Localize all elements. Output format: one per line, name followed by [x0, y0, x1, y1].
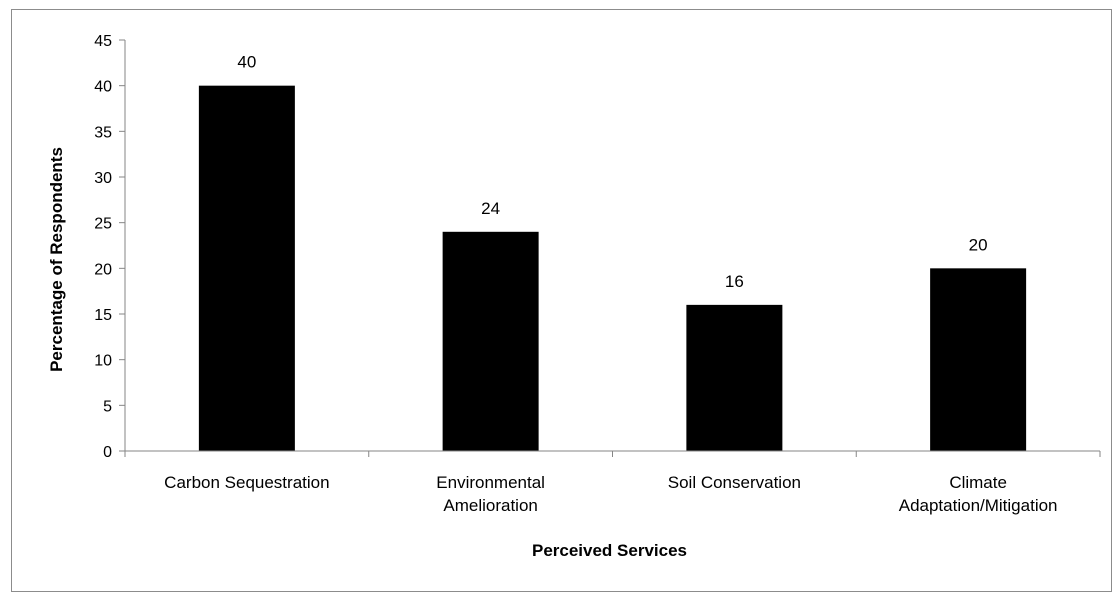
y-tick-label: 25 — [94, 216, 112, 233]
x-axis-title: Perceived Services — [532, 541, 687, 560]
data-label: 16 — [725, 272, 744, 291]
x-tick-label-line: Carbon Sequestration — [164, 473, 329, 492]
x-tick-label: Climate Adaptation/Mitigation — [899, 473, 1058, 515]
x-tick-label: Soil Conservation — [668, 473, 801, 492]
bar — [198, 85, 295, 452]
y-tick-label: 40 — [94, 79, 112, 96]
x-axis-tick-labels: Carbon Sequestration Environmental Amelior… — [124, 451, 1101, 515]
data-label: 24 — [481, 199, 500, 218]
y-tick-label: 45 — [94, 33, 112, 50]
y-tick-label: 0 — [103, 444, 112, 461]
x-tick-label: Environmental Amelioration — [436, 473, 545, 515]
x-tick-label: Carbon Sequestration — [164, 473, 329, 492]
y-tick-label: 30 — [94, 170, 112, 187]
y-tick-label: 15 — [94, 307, 112, 324]
chart-frame — [11, 9, 1112, 592]
bar — [930, 268, 1027, 451]
data-label: 20 — [969, 235, 988, 254]
x-tick-label-line: Climate — [949, 473, 1007, 492]
bar — [686, 304, 783, 451]
x-tick-label-line: Soil Conservation — [668, 473, 801, 492]
y-tick-label: 20 — [94, 261, 112, 278]
x-tick-label-line: Adaptation/Mitigation — [899, 496, 1058, 515]
bars — [198, 85, 1027, 452]
y-tick-label: 5 — [103, 398, 112, 415]
y-axis-ticks: 0 5 10 15 20 25 30 35 40 45 — [94, 33, 125, 461]
bar — [442, 231, 539, 451]
x-tick-label-line: Amelioration — [443, 496, 538, 515]
y-tick-label: 10 — [94, 353, 112, 370]
y-tick-label: 35 — [94, 124, 112, 141]
y-axis-title: Percentage of Respondents — [47, 147, 66, 372]
x-tick-label-line: Environmental — [436, 473, 545, 492]
data-labels: 40 24 16 20 — [237, 53, 987, 291]
data-label: 40 — [237, 53, 256, 72]
